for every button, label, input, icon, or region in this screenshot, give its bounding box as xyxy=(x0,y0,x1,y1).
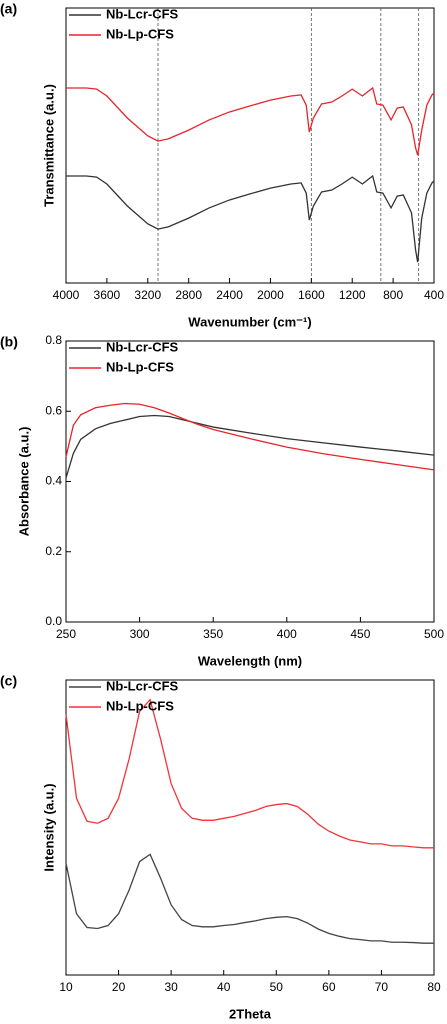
legend-label: Nb-Lp-CFS xyxy=(106,359,174,374)
y-tick-label: 0.0 xyxy=(45,614,62,628)
plot-frame xyxy=(65,7,435,284)
x-tick-label: 800 xyxy=(383,288,403,302)
plot-frame xyxy=(65,679,435,976)
legend-label: Nb-Lcr-CFS xyxy=(106,6,179,21)
legend-label: Nb-Lcr-CFS xyxy=(106,339,179,354)
x-tick-label: 500 xyxy=(424,627,444,641)
legend-label: Nb-Lp-CFS xyxy=(106,698,174,713)
y-tick-label: 0.8 xyxy=(45,333,62,347)
x-tick-label: 3200 xyxy=(134,288,161,302)
data-line xyxy=(65,698,434,849)
x-axis-title: Wavenumber (cm⁻¹) xyxy=(188,314,311,329)
x-tick-label: 80 xyxy=(427,980,441,994)
x-axis-title: 2Theta xyxy=(229,1006,272,1021)
x-tick-label: 2400 xyxy=(216,288,243,302)
y-tick-label: 0.4 xyxy=(45,474,62,488)
x-tick-label: 1200 xyxy=(339,288,366,302)
x-tick-label: 50 xyxy=(270,980,284,994)
data-line xyxy=(66,86,435,156)
legend-label: Nb-Lcr-CFS xyxy=(106,678,179,693)
x-tick-label: 2800 xyxy=(175,288,202,302)
y-axis-title: Intensity (a.u.) xyxy=(41,783,56,871)
x-tick-label: 1600 xyxy=(298,288,325,302)
x-tick-label: 350 xyxy=(203,627,223,641)
x-tick-label: 40 xyxy=(217,980,231,994)
panel-label: (b) xyxy=(0,334,18,350)
x-tick-label: 3600 xyxy=(94,288,121,302)
x-tick-label: 30 xyxy=(164,980,178,994)
x-tick-label: 4000 xyxy=(53,288,80,302)
plot-frame xyxy=(65,340,435,623)
x-tick-label: 10 xyxy=(59,980,73,994)
x-tick-label: 20 xyxy=(112,980,126,994)
x-tick-label: 2000 xyxy=(257,288,284,302)
x-axis-title: Wavelength (nm) xyxy=(198,653,302,668)
data-line xyxy=(66,174,435,263)
y-tick-label: 0.6 xyxy=(45,403,62,417)
x-tick-label: 450 xyxy=(350,627,370,641)
panel-label: (c) xyxy=(0,673,17,689)
x-tick-label: 70 xyxy=(375,980,389,994)
y-axis-title: Absorbance (a.u.) xyxy=(16,427,31,537)
x-tick-label: 400 xyxy=(424,288,444,302)
legend-label: Nb-Lp-CFS xyxy=(106,26,174,41)
x-tick-label: 250 xyxy=(56,627,76,641)
data-line xyxy=(65,402,435,471)
x-tick-label: 400 xyxy=(277,627,297,641)
data-line xyxy=(65,853,434,944)
panel-label: (a) xyxy=(0,1,17,17)
data-line xyxy=(65,414,435,479)
x-tick-label: 300 xyxy=(130,627,150,641)
x-tick-label: 60 xyxy=(322,980,336,994)
y-axis-title: Transmittance (a.u.) xyxy=(41,84,56,207)
y-tick-label: 0.2 xyxy=(45,544,62,558)
